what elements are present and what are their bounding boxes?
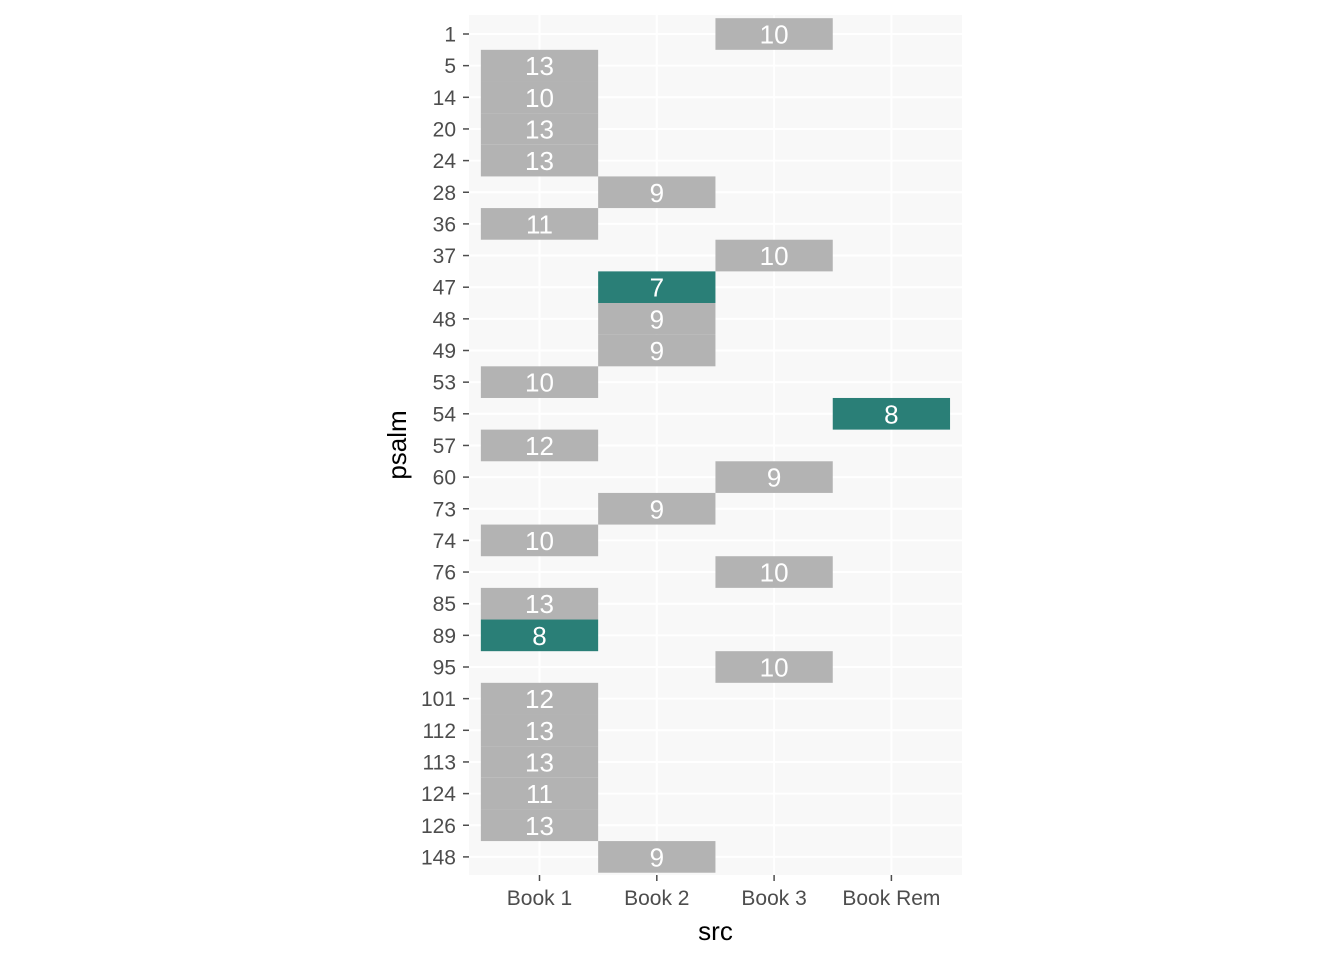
heatmap-cell bbox=[480, 524, 599, 557]
heatmap-cell bbox=[480, 81, 599, 114]
heatmap-cell bbox=[480, 366, 599, 398]
y-tick-label: 24 bbox=[433, 150, 457, 173]
cell-value-label: 9 bbox=[650, 178, 664, 208]
y-tick-label: 36 bbox=[433, 213, 456, 236]
y-tick-label: 37 bbox=[433, 245, 456, 268]
y-tick-label: 85 bbox=[433, 593, 456, 616]
cell-value-label: 9 bbox=[650, 842, 664, 872]
cell-value-label: 12 bbox=[525, 684, 554, 714]
y-tick-label: 47 bbox=[433, 277, 456, 300]
heatmap-cell bbox=[480, 809, 599, 842]
cell-value-label: 13 bbox=[525, 747, 554, 777]
x-tick-label: Book 3 bbox=[741, 887, 806, 910]
x-axis-title: src bbox=[698, 916, 733, 946]
cell-value-label: 10 bbox=[760, 241, 789, 271]
y-tick-label: 54 bbox=[433, 403, 457, 426]
heatmap-cell bbox=[480, 714, 599, 747]
cell-value-label: 13 bbox=[525, 716, 554, 746]
heatmap-cell bbox=[715, 239, 833, 272]
cell-value-label: 11 bbox=[526, 779, 553, 809]
heatmap-cell bbox=[480, 746, 599, 778]
y-tick-label: 57 bbox=[433, 435, 456, 458]
cell-value-label: 13 bbox=[525, 51, 554, 81]
y-tick-label: 101 bbox=[421, 688, 456, 711]
y-tick-label: 53 bbox=[433, 372, 456, 395]
heatmap-cell bbox=[715, 556, 833, 588]
y-tick-label: 148 bbox=[421, 846, 456, 869]
heatmap-cell bbox=[480, 682, 599, 715]
y-tick-label: 89 bbox=[433, 625, 456, 648]
y-tick-label: 126 bbox=[421, 815, 456, 838]
cell-value-label: 10 bbox=[525, 368, 554, 398]
y-tick-label: 76 bbox=[433, 562, 456, 585]
heatmap-cell bbox=[480, 113, 599, 145]
heatmap-cell bbox=[480, 777, 599, 810]
y-tick-label: 95 bbox=[433, 657, 456, 680]
heatmap-cells bbox=[480, 18, 951, 873]
cell-value-label: 10 bbox=[760, 558, 789, 588]
heatmap-cell bbox=[715, 651, 833, 683]
cell-value-label: 10 bbox=[760, 20, 789, 50]
heatmap-cell bbox=[598, 303, 716, 335]
heatmap-cell bbox=[598, 334, 716, 367]
y-tick-label: 49 bbox=[433, 340, 456, 363]
y-tick-label: 60 bbox=[433, 467, 456, 490]
heatmap-cell bbox=[715, 18, 833, 50]
heatmap-cell bbox=[480, 429, 599, 462]
heatmap-cell bbox=[598, 271, 716, 304]
y-tick-label: 73 bbox=[433, 498, 456, 521]
heatmap-cell bbox=[480, 587, 599, 620]
cell-value-label: 13 bbox=[525, 114, 554, 144]
cell-value-label: 10 bbox=[760, 653, 789, 683]
cell-value-label: 12 bbox=[525, 431, 554, 461]
cell-value-label: 7 bbox=[650, 273, 664, 303]
cell-value-label: 11 bbox=[526, 209, 553, 239]
y-tick-label: 124 bbox=[421, 783, 456, 806]
y-tick-label: 14 bbox=[433, 87, 457, 110]
cell-value-label: 10 bbox=[525, 83, 554, 113]
cell-value-label: 13 bbox=[525, 146, 554, 176]
heatmap-cell bbox=[598, 492, 716, 525]
heatmap-cell bbox=[480, 144, 599, 177]
y-axis: 1 5 14 20 24 28 36 37 47 48 49 53 54 57 60 73 74 76 85 89 95… bbox=[421, 24, 469, 869]
cell-value-label: 9 bbox=[650, 494, 664, 524]
heatmap-cell bbox=[832, 397, 951, 430]
cell-value-label: 8 bbox=[532, 621, 546, 651]
y-tick-label: 1 bbox=[444, 24, 456, 47]
y-axis-title: psalm bbox=[382, 410, 412, 479]
x-tick-label: Book 1 bbox=[507, 887, 572, 910]
x-axis: Book 1 Book 2 Book 3 Book Rem bbox=[507, 875, 940, 910]
heatmap-cell bbox=[598, 176, 716, 209]
cell-value-label: 9 bbox=[650, 304, 664, 334]
y-tick-label: 48 bbox=[433, 308, 456, 331]
heatmap-cell bbox=[598, 841, 716, 873]
y-tick-label: 5 bbox=[444, 55, 456, 78]
y-tick-label: 74 bbox=[433, 530, 457, 553]
cell-value-labels: 1013101313911107991081299101013810121313… bbox=[525, 20, 899, 873]
cell-value-label: 9 bbox=[650, 336, 664, 366]
y-tick-label: 20 bbox=[433, 118, 456, 141]
y-tick-label: 112 bbox=[423, 720, 456, 743]
y-tick-label: 28 bbox=[433, 182, 456, 205]
x-tick-label: Book 2 bbox=[624, 887, 689, 910]
cell-value-label: 13 bbox=[525, 811, 554, 841]
x-tick-label: Book Rem bbox=[842, 887, 940, 910]
heatmap-cell bbox=[480, 49, 599, 82]
y-tick-label: 113 bbox=[423, 751, 456, 774]
heatmap-cell bbox=[480, 619, 599, 652]
cell-value-label: 8 bbox=[884, 399, 898, 429]
cell-value-label: 9 bbox=[767, 463, 781, 493]
cell-value-label: 10 bbox=[525, 526, 554, 556]
heatmap-cell bbox=[715, 461, 833, 493]
cell-value-label: 13 bbox=[525, 589, 554, 619]
heatmap-cell bbox=[480, 208, 599, 240]
